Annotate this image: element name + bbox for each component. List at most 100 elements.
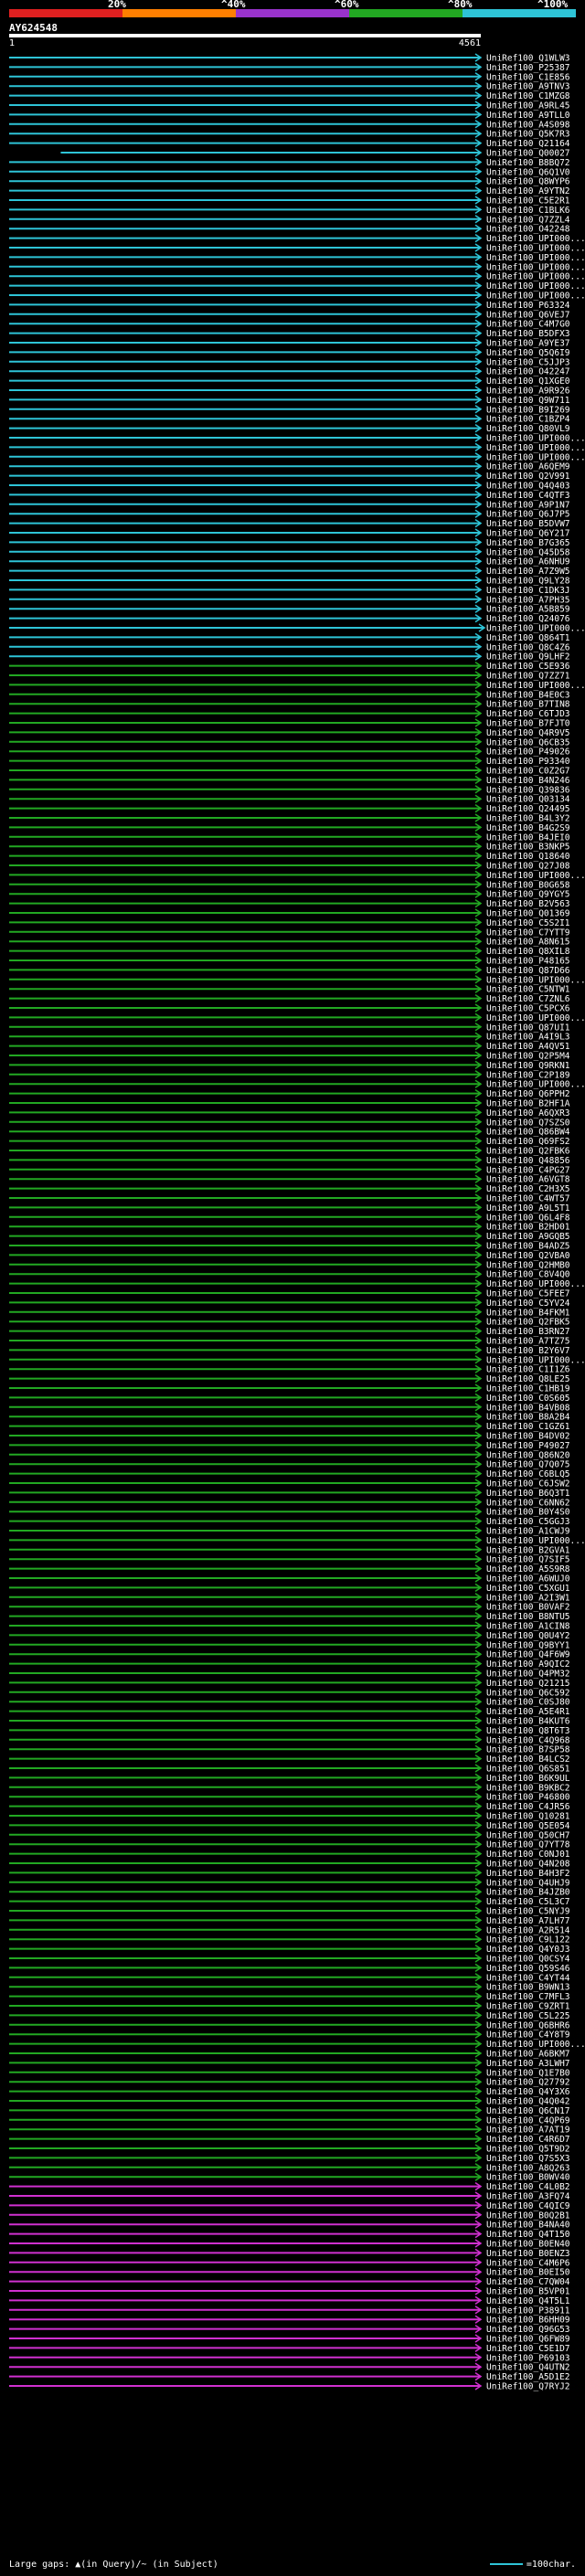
hit-label[interactable]: UniRef100_A1CIN8 [486, 1622, 570, 1632]
hit-label[interactable]: UniRef100_UPI000... [486, 443, 585, 453]
hit-label[interactable]: UniRef100_UPI000... [486, 1279, 585, 1289]
hit-label[interactable]: UniRef100_Q7SZS0 [486, 1118, 570, 1128]
hit-label[interactable]: UniRef100_Q4T5L1 [486, 2296, 570, 2306]
hit-label[interactable]: UniRef100_Q9RKN1 [486, 1061, 570, 1071]
hit-label[interactable]: UniRef100_C5XGU1 [486, 1584, 570, 1594]
hit-label[interactable]: UniRef100_Q5K7R3 [486, 130, 570, 140]
hit-label[interactable]: UniRef100_UPI000... [486, 292, 585, 302]
hit-label[interactable]: UniRef100_B3NKP5 [486, 843, 570, 853]
hit-label[interactable]: UniRef100_C8V4Q0 [486, 1270, 570, 1280]
hit-label[interactable]: UniRef100_Q21215 [486, 1679, 570, 1689]
hit-label[interactable]: UniRef100_C1DK3J [486, 586, 570, 596]
hit-label[interactable]: UniRef100_B4L3Y2 [486, 814, 570, 824]
hit-label[interactable]: UniRef100_Q7ZZ71 [486, 672, 570, 682]
hit-label[interactable]: UniRef100_B0WV40 [486, 2173, 570, 2183]
hit-label[interactable]: UniRef100_B2HF1A [486, 1099, 570, 1109]
hit-label[interactable]: UniRef100_Q27792 [486, 2078, 570, 2088]
hit-label[interactable]: UniRef100_B5VP01 [486, 2287, 570, 2297]
hit-label[interactable]: UniRef100_Q1WLW3 [486, 54, 570, 64]
hit-label[interactable]: UniRef100_B0Q2B1 [486, 2210, 570, 2221]
hit-label[interactable]: UniRef100_Q2FBK6 [486, 1147, 570, 1157]
hit-label[interactable]: UniRef100_C4YT44 [486, 1973, 570, 1983]
hit-label[interactable]: UniRef100_C5GGJ3 [486, 1517, 570, 1527]
hit-label[interactable]: UniRef100_P69103 [486, 2353, 570, 2363]
hit-label[interactable]: UniRef100_C5E2R1 [486, 196, 570, 207]
hit-label[interactable]: UniRef100_C9ZRT1 [486, 2002, 570, 2012]
hit-label[interactable]: UniRef100_Q4Y0J3 [486, 1945, 570, 1955]
hit-label[interactable]: UniRef100_C5E1D7 [486, 2344, 570, 2354]
hit-label[interactable]: UniRef100_B7FJT0 [486, 719, 570, 729]
hit-label[interactable]: UniRef100_C5PCX6 [486, 1004, 570, 1014]
hit-label[interactable]: UniRef100_C4QP69 [486, 2115, 570, 2125]
hit-label[interactable]: UniRef100_Q03134 [486, 795, 570, 805]
hit-label[interactable]: UniRef100_Q6BHR6 [486, 2020, 570, 2030]
hit-label[interactable]: UniRef100_A9TLL0 [486, 111, 570, 121]
hit-label[interactable]: UniRef100_Q6S851 [486, 1765, 570, 1775]
hit-label[interactable]: UniRef100_UPI000... [486, 871, 585, 881]
hit-label[interactable]: UniRef100_A6VGT8 [486, 1175, 570, 1185]
hit-label[interactable]: UniRef100_C4M7G0 [486, 320, 570, 330]
hit-label[interactable]: UniRef100_B2HD01 [486, 1223, 570, 1233]
hit-label[interactable]: UniRef100_C1GZ61 [486, 1422, 570, 1432]
hit-label[interactable]: UniRef100_Q86N20 [486, 1450, 570, 1460]
hit-label[interactable]: UniRef100_Q9W711 [486, 396, 570, 406]
hit-label[interactable]: UniRef100_B4H3F2 [486, 1869, 570, 1879]
hit-label[interactable]: UniRef100_A1CWJ9 [486, 1527, 570, 1537]
hit-label[interactable]: UniRef100_Q6VEJ7 [486, 310, 570, 320]
hit-label[interactable]: UniRef100_B8BQ72 [486, 158, 570, 168]
hit-label[interactable]: UniRef100_A9QIC2 [486, 1659, 570, 1670]
hit-label[interactable]: UniRef100_B4LCS2 [486, 1754, 570, 1765]
hit-label[interactable]: UniRef100_B0EI50 [486, 2268, 570, 2278]
hit-label[interactable]: UniRef100_B4FKM1 [486, 1308, 570, 1318]
hit-label[interactable]: UniRef100_B7TIN8 [486, 700, 570, 710]
hit-label[interactable]: UniRef100_Q6FW89 [486, 2335, 570, 2345]
hit-label[interactable]: UniRef100_B0VAF2 [486, 1603, 570, 1613]
hit-label[interactable]: UniRef100_Q9YGY5 [486, 890, 570, 900]
hit-label[interactable]: UniRef100_C4Q968 [486, 1735, 570, 1745]
hit-label[interactable]: UniRef100_Q1XGE0 [486, 376, 570, 387]
hit-label[interactable]: UniRef100_B0EN40 [486, 2240, 570, 2250]
hit-label[interactable]: UniRef100_Q1E7B0 [486, 2068, 570, 2078]
hit-label[interactable]: UniRef100_Q7Q075 [486, 1460, 570, 1470]
hit-label[interactable]: UniRef100_Q2HMB0 [486, 1260, 570, 1270]
hit-label[interactable]: UniRef100_C0Z2G7 [486, 767, 570, 777]
hit-label[interactable]: UniRef100_UPI000... [486, 434, 585, 444]
hit-label[interactable]: UniRef100_A6QEM9 [486, 462, 570, 472]
hit-label[interactable]: UniRef100_C4QTF3 [486, 491, 570, 501]
hit-label[interactable]: UniRef100_UPI000... [486, 234, 585, 244]
hit-label[interactable]: UniRef100_Q8LE25 [486, 1374, 570, 1384]
hit-label[interactable]: UniRef100_B9WN13 [486, 1983, 570, 1993]
hit-label[interactable]: UniRef100_UPI000... [486, 262, 585, 272]
hit-label[interactable]: UniRef100_Q0CSY4 [486, 1955, 570, 1965]
hit-label[interactable]: UniRef100_C7ZNL6 [486, 994, 570, 1004]
hit-label[interactable]: UniRef100_Q59S46 [486, 1964, 570, 1974]
hit-label[interactable]: UniRef100_A7PH35 [486, 595, 570, 605]
hit-label[interactable]: UniRef100_C4M6P6 [486, 2258, 570, 2268]
hit-label[interactable]: UniRef100_A9P1N7 [486, 500, 570, 510]
hit-label[interactable]: UniRef100_Q8XIL8 [486, 947, 570, 957]
hit-label[interactable]: UniRef100_O42247 [486, 367, 570, 377]
hit-label[interactable]: UniRef100_B4G2S9 [486, 823, 570, 833]
hit-label[interactable]: UniRef100_A4QV51 [486, 1042, 570, 1052]
hit-label[interactable]: UniRef100_A9RL45 [486, 101, 570, 111]
hit-label[interactable]: UniRef100_P49027 [486, 1441, 570, 1451]
hit-label[interactable]: UniRef100_C4Y8T9 [486, 2030, 570, 2041]
hit-label[interactable]: UniRef100_A4I9L3 [486, 1033, 570, 1043]
hit-label[interactable]: UniRef100_A7LH77 [486, 1916, 570, 1926]
hit-label[interactable]: UniRef100_C1BLK6 [486, 206, 570, 216]
hit-label[interactable]: UniRef100_B4N246 [486, 776, 570, 786]
hit-label[interactable]: UniRef100_Q4T150 [486, 2230, 570, 2240]
hit-label[interactable]: UniRef100_P46800 [486, 1793, 570, 1803]
hit-label[interactable]: UniRef100_C1BZP4 [486, 415, 570, 425]
hit-label[interactable]: UniRef100_B0ENZ3 [486, 2249, 570, 2259]
hit-label[interactable]: UniRef100_B8A2B4 [486, 1413, 570, 1423]
hit-label[interactable]: UniRef100_P49026 [486, 747, 570, 758]
hit-label[interactable]: UniRef100_UPI000... [486, 1080, 585, 1090]
hit-label[interactable]: UniRef100_C5L3C7 [486, 1897, 570, 1907]
hit-label[interactable]: UniRef100_Q7SIF5 [486, 1555, 570, 1565]
hit-label[interactable]: UniRef100_UPI000... [486, 281, 585, 292]
hit-label[interactable]: UniRef100_A3LWH7 [486, 2059, 570, 2069]
hit-label[interactable]: UniRef100_Q2VBA0 [486, 1251, 570, 1261]
hit-label[interactable]: UniRef100_A4S098 [486, 120, 570, 130]
hit-label[interactable]: UniRef100_C7YTT9 [486, 928, 570, 938]
